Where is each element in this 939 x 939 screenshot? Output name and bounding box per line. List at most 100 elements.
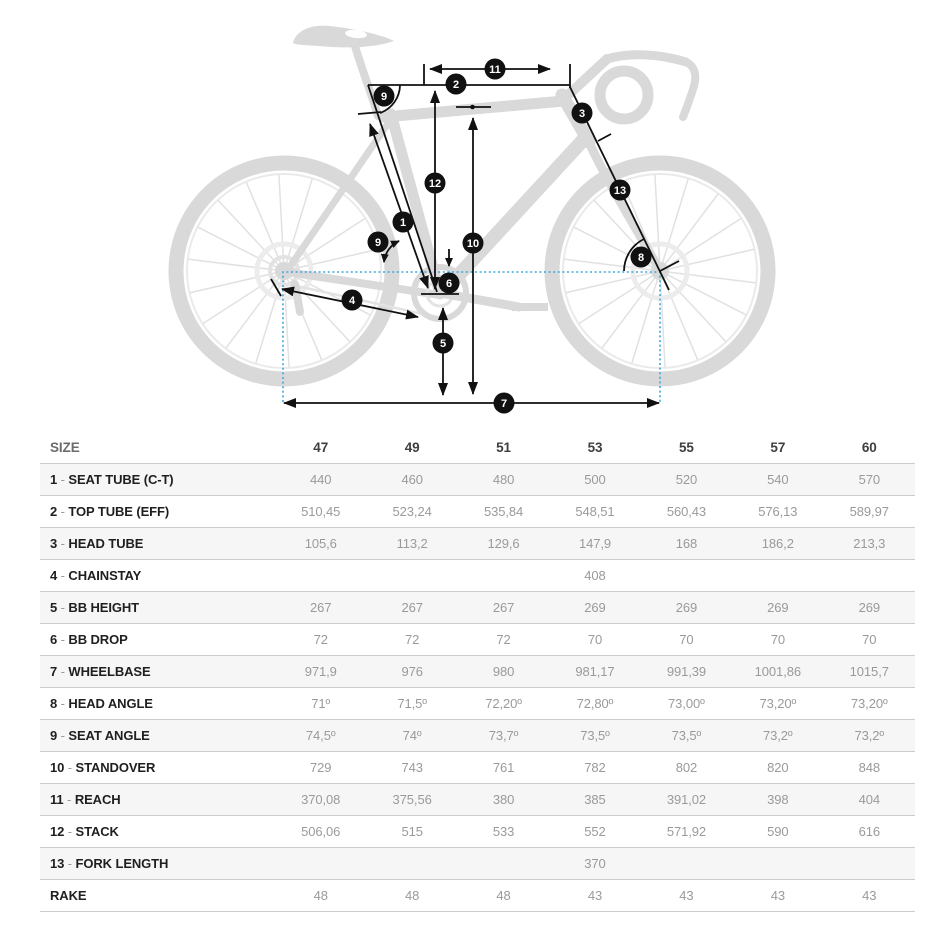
single-value-cell: 408: [584, 568, 606, 583]
geometry-table-body: 1 - SEAT TUBE (C-T) 440 460 480 500 520 540 570…: [40, 463, 915, 912]
value-cell: 74,5º: [305, 728, 336, 743]
table-row: 9 - SEAT ANGLE 74,5º 74º 73,7º 73,5º 73,5º 73,…: [40, 719, 915, 752]
value-cell: 73,2º: [854, 728, 885, 743]
diagram-marker-13: 13: [609, 179, 631, 201]
value-cell: 510,45: [301, 504, 341, 519]
value-cell: 72,20º: [485, 696, 522, 711]
value-cell: 548,51: [575, 504, 615, 519]
table-row: 4 - CHAINSTAY 408: [40, 559, 915, 592]
value-cell: 73,20º: [759, 696, 797, 711]
value-cell: 269: [675, 600, 698, 615]
svg-text:5: 5: [440, 338, 446, 350]
value-cell: 43: [679, 888, 694, 903]
row-label: 12 - STACK: [50, 824, 119, 839]
value-cell: 980: [492, 664, 515, 679]
value-cell: 43: [587, 888, 603, 903]
table-row: 8 - HEAD ANGLE 71º 71,5º 72,20º 72,80º 73,00º…: [40, 687, 915, 720]
value-cell: 71,5º: [397, 696, 427, 711]
svg-text:1: 1: [400, 217, 406, 229]
value-cell: 70: [587, 632, 603, 647]
value-cell: 70: [862, 632, 877, 647]
table-row: 2 - TOP TUBE (EFF) 510,45 523,24 535,84 548,…: [40, 495, 915, 528]
value-cell: 391,02: [666, 792, 706, 807]
value-cell: 460: [401, 472, 423, 487]
value-cell: 72: [496, 632, 511, 647]
size-column-header: 57: [732, 432, 824, 464]
size-column-header: 60: [823, 432, 915, 464]
diagram-marker-10: 10: [462, 232, 484, 254]
value-cell: 70: [770, 632, 785, 647]
table-row: 10 - STANDOVER 729 743 761 782 802 820 848: [40, 751, 915, 784]
table-row: 13 - FORK LENGTH 370: [40, 847, 915, 880]
value-cell: 113,2: [396, 536, 428, 551]
table-row: 3 - HEAD TUBE 105,6 113,2 129,6 147,9 168 186,…: [40, 527, 915, 560]
value-cell: 267: [401, 600, 423, 615]
row-label: 9 - SEAT ANGLE: [50, 728, 150, 743]
row-label: 1 - SEAT TUBE (C-T): [50, 472, 174, 487]
bike-geometry-diagram: 1 2 3 4 5 6 7 8 9 9 10 11 12 13: [0, 0, 939, 430]
value-cell: 70: [679, 632, 694, 647]
value-cell: 73,5º: [580, 728, 610, 743]
diagram-marker-9: 9: [373, 85, 395, 107]
diagram-marker-4: 4: [341, 289, 363, 311]
value-cell: 370,08: [301, 792, 341, 807]
row-label: 4 - CHAINSTAY: [50, 568, 142, 583]
value-cell: 560,43: [666, 504, 706, 519]
value-cell: 571,92: [666, 824, 706, 839]
value-cell: 269: [767, 600, 789, 615]
svg-text:11: 11: [489, 64, 501, 76]
value-cell: 73,7º: [488, 728, 519, 743]
table-row: 6 - BB DROP 72 72 72 70 70 70 70: [40, 623, 915, 656]
value-cell: 267: [492, 600, 515, 615]
table-row: 11 - REACH 370,08 375,56 380 385 391,02 398 404: [40, 783, 915, 816]
svg-text:12: 12: [429, 178, 441, 190]
row-label: 7 - WHEELBASE: [50, 664, 151, 679]
value-cell: 43: [770, 888, 785, 903]
value-cell: 848: [858, 760, 880, 775]
geometry-table: SIZE 47 49 51 53 55 57 60 1 - SEAT TUBE (C-T) 4…: [40, 432, 915, 912]
diagram-marker-8: 8: [630, 246, 652, 268]
value-cell: 991,39: [666, 664, 706, 679]
value-cell: 48: [405, 888, 420, 903]
row-label: 5 - BB HEIGHT: [50, 600, 140, 615]
diagram-marker-2: 2: [445, 73, 467, 95]
table-row: RAKE 48 48 48 43 43 43 43: [40, 879, 915, 912]
row-label: 11 - REACH: [50, 792, 121, 807]
value-cell: 535,84: [483, 504, 524, 519]
size-column-header: 49: [366, 432, 458, 464]
diagram-marker-5: 5: [432, 332, 454, 354]
row-label: 10 - STANDOVER: [50, 760, 156, 775]
value-cell: 380: [492, 792, 515, 807]
diagram-marker-6: 6: [438, 272, 460, 294]
value-cell: 576,13: [758, 504, 798, 519]
value-cell: 48: [496, 888, 511, 903]
value-cell: 73,5º: [671, 728, 702, 743]
value-cell: 398: [767, 792, 789, 807]
value-cell: 506,06: [301, 824, 341, 839]
svg-text:6: 6: [446, 278, 452, 290]
value-cell: 129,6: [487, 536, 520, 551]
table-row: 1 - SEAT TUBE (C-T) 440 460 480 500 520 540 570: [40, 463, 915, 496]
svg-text:4: 4: [349, 295, 356, 307]
value-cell: 520: [675, 472, 698, 487]
row-label: 2 - TOP TUBE (EFF): [50, 504, 170, 519]
value-cell: 570: [858, 472, 880, 487]
size-header-label: SIZE: [40, 432, 275, 464]
svg-text:8: 8: [638, 252, 644, 264]
svg-text:13: 13: [614, 185, 626, 197]
value-cell: 971,9: [304, 664, 337, 679]
value-cell: 385: [584, 792, 606, 807]
value-cell: 73,2º: [763, 728, 793, 743]
diagram-marker-1: 1: [392, 211, 414, 233]
diagram-marker-7: 7: [493, 392, 515, 414]
value-cell: 147,9: [578, 536, 611, 551]
saddle: [293, 25, 394, 48]
value-cell: 72: [313, 632, 328, 647]
row-label: 13 - FORK LENGTH: [50, 856, 169, 871]
value-cell: 802: [675, 760, 698, 775]
row-label: RAKE: [50, 888, 87, 903]
value-cell: 186,2: [761, 536, 794, 551]
value-cell: 820: [767, 760, 789, 775]
size-column-header: 53: [549, 432, 641, 464]
